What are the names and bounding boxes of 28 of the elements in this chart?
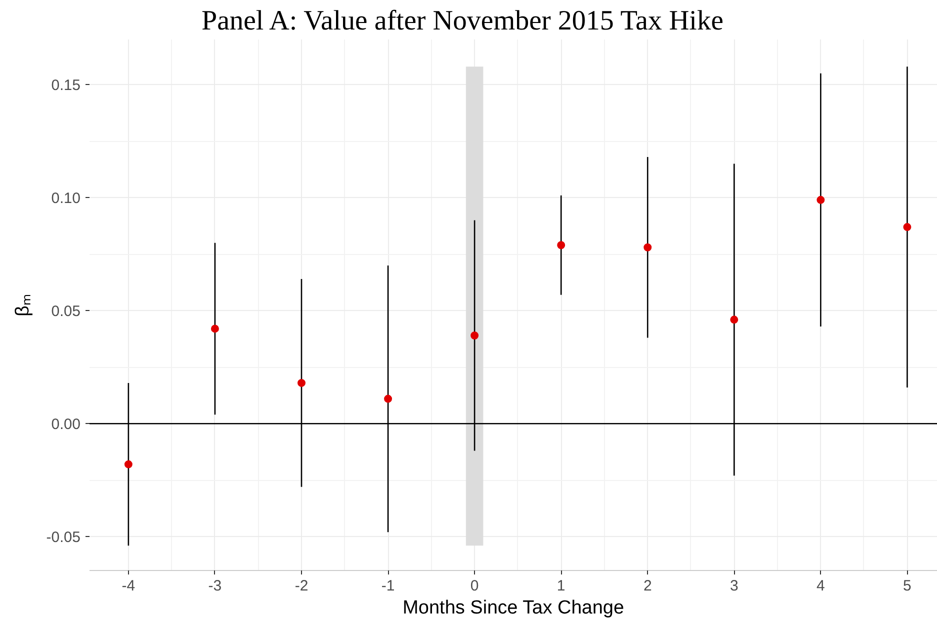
- y-axis-title: βₘ: [12, 294, 34, 316]
- point: [384, 394, 392, 403]
- x-tick-label: -3: [208, 578, 222, 594]
- x-tick-label: 1: [556, 578, 566, 594]
- point: [557, 241, 566, 250]
- x-tick-label: -4: [122, 578, 136, 594]
- point: [470, 332, 479, 340]
- point: [903, 223, 912, 232]
- x-tick-label: -2: [294, 578, 308, 594]
- x-tick-label: 5: [903, 578, 912, 594]
- x-tick-label: 4: [816, 578, 825, 594]
- chart-title: Panel A: Value after November 2015 Tax Hike: [202, 6, 724, 36]
- point: [730, 316, 738, 324]
- point: [124, 460, 132, 468]
- x-axis-title: Months Since Tax Change: [402, 598, 624, 618]
- point: [298, 378, 306, 387]
- x-tick-label: 2: [643, 578, 652, 594]
- y-tick-label: 0.00: [51, 416, 81, 434]
- y-tick-label: 0.15: [51, 77, 81, 94]
- y-tick-label: 0.05: [51, 303, 81, 320]
- x-tick-label: 3: [730, 578, 738, 594]
- y-tick-label: -0.05: [46, 529, 81, 546]
- point: [816, 196, 825, 204]
- x-tick-label: -1: [381, 578, 395, 594]
- x-tick-label: 0: [470, 578, 479, 594]
- point: [644, 243, 652, 252]
- y-tick-label: 0.10: [51, 190, 81, 208]
- point: [210, 324, 219, 333]
